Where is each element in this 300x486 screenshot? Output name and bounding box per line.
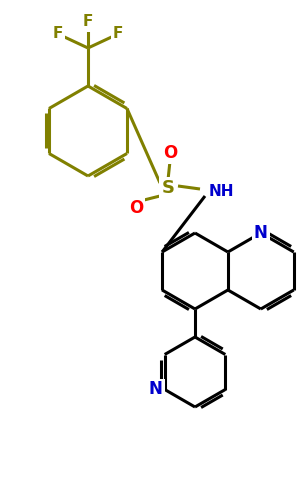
- Text: O: O: [163, 144, 177, 162]
- Text: F: F: [83, 15, 93, 30]
- Text: NH: NH: [209, 184, 235, 198]
- Text: S: S: [161, 179, 175, 197]
- Text: F: F: [53, 27, 63, 41]
- Text: N: N: [254, 224, 268, 242]
- Text: F: F: [113, 27, 123, 41]
- Text: N: N: [149, 381, 163, 399]
- Text: O: O: [129, 199, 143, 217]
